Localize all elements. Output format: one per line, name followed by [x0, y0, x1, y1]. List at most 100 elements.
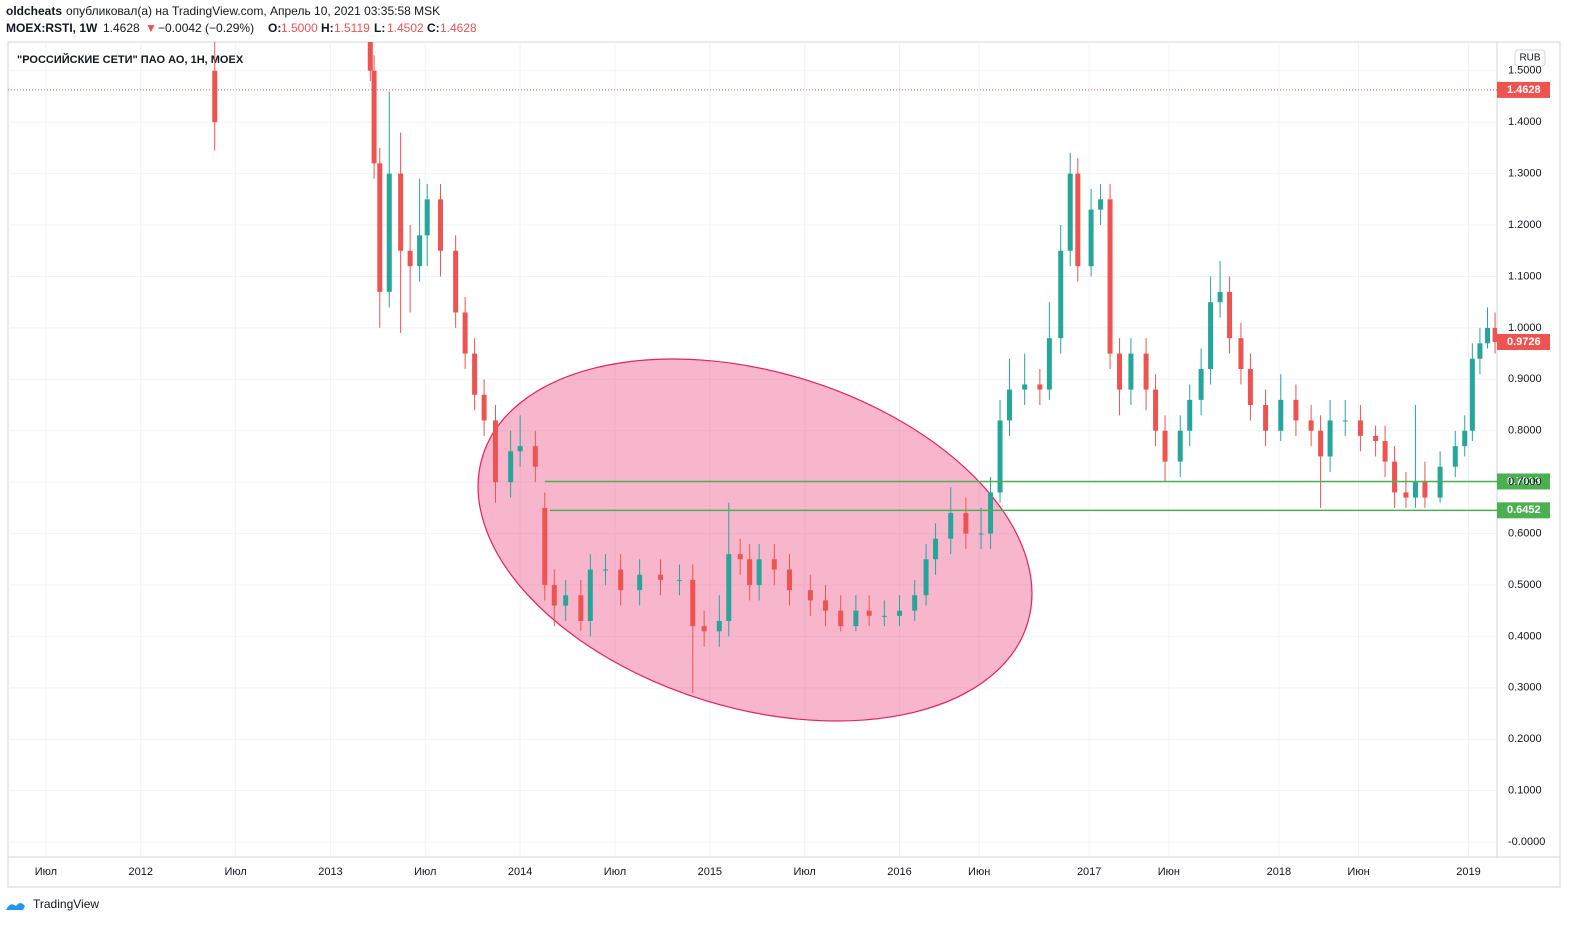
- candle-body: [1128, 353, 1134, 390]
- candle-body: [658, 574, 664, 580]
- candle-body: [1477, 343, 1483, 359]
- candle-body: [1007, 389, 1013, 421]
- ohlc-label: C:: [427, 21, 440, 35]
- change: −0.0042 (−0.29%): [158, 21, 254, 35]
- candle-body: [1198, 369, 1204, 400]
- currency: RUB: [1519, 53, 1540, 64]
- candle-body: [1293, 399, 1299, 421]
- y-tick-label: 0.1000: [1508, 785, 1542, 797]
- ohlc-value: 1.5000: [281, 21, 318, 35]
- candle-body: [1422, 482, 1428, 498]
- candle-body: [618, 569, 624, 591]
- candle-body: [1342, 420, 1348, 422]
- price-tag-label: 0.7013: [1507, 475, 1541, 487]
- x-tick-label: Июн: [1158, 866, 1180, 878]
- candle-body: [462, 312, 468, 354]
- y-tick-label: 0.5000: [1508, 579, 1542, 591]
- candle-body: [517, 446, 523, 452]
- change-arrow: ▼: [145, 21, 157, 35]
- price-tag: [1497, 502, 1550, 519]
- y-tick-label: 1.3000: [1508, 168, 1542, 180]
- candle-body: [212, 70, 218, 123]
- price-tag-label: 1.4628: [1507, 84, 1541, 96]
- candle-body: [1469, 358, 1475, 431]
- x-tick-label: 2017: [1077, 866, 1101, 878]
- candle-body: [771, 559, 777, 570]
- chart-title: "РОССИЙСКИЕ СЕТИ" ПАО АО, 1Н, MOEX: [17, 53, 244, 66]
- ohlc-value: 1.4628: [440, 21, 477, 35]
- price-tag: [1497, 333, 1550, 350]
- highlight-ellipse: [477, 358, 1033, 722]
- candle-body: [923, 559, 929, 596]
- candle-body: [407, 250, 413, 267]
- y-tick-label: 1.5000: [1508, 65, 1542, 77]
- x-tick-label: Июл: [793, 866, 815, 878]
- candle-body: [866, 610, 872, 616]
- candle-body: [716, 620, 722, 632]
- ohlc-value: 1.5119: [334, 21, 370, 35]
- candle-body: [1208, 302, 1214, 370]
- y-tick-label: 1.2000: [1508, 219, 1542, 231]
- candle-body: [1238, 338, 1244, 370]
- y-tick-label: -0.0000: [1508, 836, 1545, 848]
- brand: TradingView: [33, 897, 99, 911]
- candle-body: [367, 42, 373, 71]
- y-tick-label: 0.8000: [1508, 425, 1542, 437]
- candles: [212, 42, 1497, 693]
- x-tick-label: 2019: [1456, 866, 1480, 878]
- candle-body: [1382, 441, 1388, 462]
- candle-body: [1373, 435, 1379, 442]
- x-tick-label: 2014: [508, 866, 532, 878]
- candle-body: [481, 394, 487, 421]
- candle-body: [1318, 430, 1324, 457]
- price-axis: [1496, 41, 1561, 858]
- candle-body: [1227, 291, 1233, 339]
- candle-body: [587, 569, 593, 621]
- candle-body: [398, 173, 404, 251]
- symbol: MOEX:RSTI, 1W: [6, 21, 98, 35]
- candle-body: [1037, 384, 1043, 390]
- candle-body: [1046, 338, 1052, 390]
- candle-body: [1308, 420, 1314, 431]
- x-tick-label: 2018: [1267, 866, 1291, 878]
- x-tick-label: Июл: [35, 866, 57, 878]
- candle-body: [756, 559, 762, 585]
- candle-body: [1067, 173, 1073, 251]
- candle-body: [1153, 389, 1159, 431]
- y-tick-label: 1.0000: [1508, 322, 1542, 334]
- candle-body: [1403, 492, 1409, 498]
- candle-body: [1107, 199, 1113, 354]
- candle-body: [1187, 399, 1193, 431]
- candle-body: [1162, 430, 1168, 462]
- candle-body: [637, 574, 643, 591]
- candle-body: [417, 235, 423, 267]
- candle-body: [676, 579, 682, 581]
- author: oldcheats: [6, 4, 62, 18]
- y-tick-label: 0.2000: [1508, 733, 1542, 745]
- x-tick-label: Июл: [414, 866, 436, 878]
- candle-body: [948, 513, 954, 539]
- candle-body: [988, 492, 994, 534]
- y-tick-label: 0.6000: [1508, 527, 1542, 539]
- candle-body: [386, 173, 392, 292]
- candle-body: [726, 554, 732, 621]
- logo-icon: [6, 903, 25, 910]
- y-tick-label: 0.3000: [1508, 682, 1542, 694]
- x-tick-label: 2013: [318, 866, 342, 878]
- y-tick-label: 0.7000: [1508, 476, 1542, 488]
- candle-body: [1217, 291, 1223, 303]
- candle-body: [897, 610, 903, 616]
- candle-body: [1412, 482, 1418, 498]
- ohlc-label: L:: [374, 21, 385, 35]
- candle-body: [912, 595, 918, 611]
- price-tag-label: 0.6452: [1507, 504, 1541, 516]
- candle-body: [453, 250, 459, 313]
- candle-body: [978, 533, 984, 535]
- candle-body: [1452, 446, 1458, 467]
- x-tick-label: 2012: [129, 866, 153, 878]
- candle-body: [532, 446, 538, 467]
- y-tick-label: 1.1000: [1508, 270, 1542, 282]
- candle-body: [1075, 173, 1081, 267]
- candle-body: [371, 70, 377, 164]
